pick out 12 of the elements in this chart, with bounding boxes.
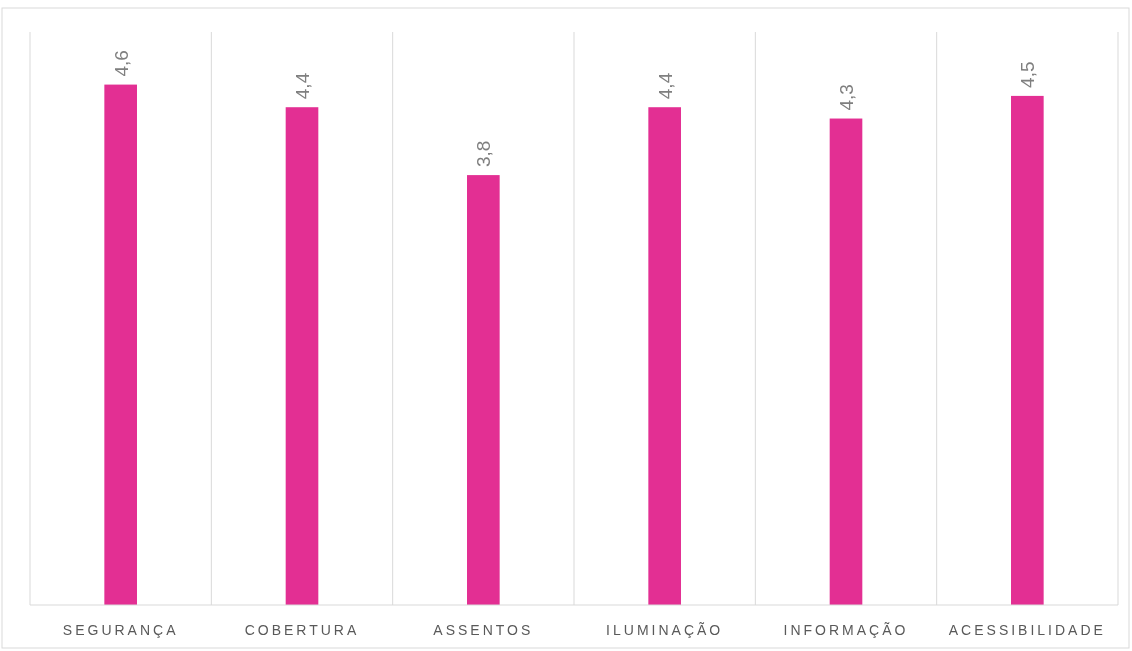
data-label: 4,5 (1017, 61, 1039, 88)
data-label: 4,4 (292, 72, 313, 100)
x-tick-label: ASSENTOS (433, 621, 534, 638)
data-label: 4,6 (110, 50, 132, 77)
x-tick-label: ILUMINAÇÃO (606, 621, 724, 638)
x-tick-label: INFORMAÇÃO (783, 621, 909, 638)
x-tick-label: SEGURANÇA (62, 621, 179, 638)
data-label: 4,4 (654, 72, 676, 100)
x-tick-label: COBERTURA (244, 621, 360, 638)
data-label: 4,3 (836, 84, 857, 111)
x-tick-label: ACESSIBILIDADE (948, 621, 1106, 638)
data-label: 3,8 (473, 140, 495, 168)
